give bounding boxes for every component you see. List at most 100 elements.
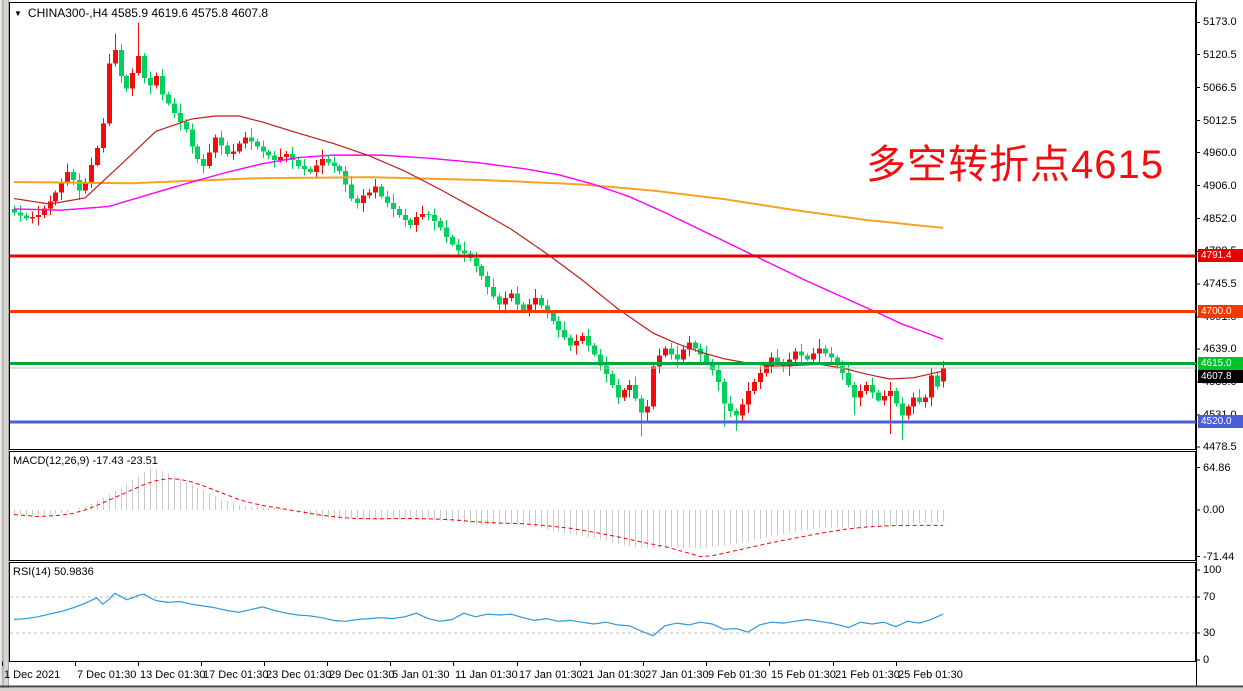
candle-body [308,169,313,173]
annotation-text: 多空转折点4615 [866,143,1164,187]
candle-body [36,215,41,217]
candle-body [101,123,106,148]
price-tick-label: 4745.5 [1203,277,1237,290]
candle-body [929,375,934,398]
rsi-tick-label: 0 [1203,654,1210,666]
price-level-badge: 4700.0 [1198,305,1243,319]
candle-body [835,357,840,366]
candle-body [18,212,23,216]
macd-pane [9,451,1196,561]
candle-body [385,196,390,203]
candle-body [420,213,425,217]
price-tick-label: 5012.5 [1203,114,1237,127]
candle-body [367,192,372,196]
candle-body [408,219,413,225]
candle-body [687,342,692,350]
candle-body [172,103,177,113]
candle-body [586,336,591,346]
candle-body [906,406,911,416]
candle-body [95,147,100,165]
candle-body [580,336,585,342]
candle-body [332,162,337,167]
candle-body [71,172,76,181]
candle-body [858,391,863,398]
candle-body [533,298,538,305]
rsi-tick-label: 100 [1203,564,1222,576]
time-tick-label: 29 Dec 01:30 [329,669,395,681]
candle-body [320,158,325,166]
candle-body [361,195,366,203]
time-tick-label: 5 Jan 01:30 [392,669,450,681]
candle-body [527,304,532,312]
time-tick-label: 15 Feb 01:30 [771,669,836,681]
candle-body [900,403,905,416]
candle-body [438,221,443,228]
candle-body [379,186,384,197]
symbol-dropdown-icon[interactable]: ▼ [14,9,22,18]
candle-body [645,406,650,413]
candle-body [592,345,597,355]
candle-body [616,385,621,398]
candle-body [178,112,183,123]
time-tick-label: 17 Dec 01:30 [203,669,269,681]
candle-body [59,183,64,193]
candle-body [391,202,396,209]
candle-body [450,237,455,245]
candle-body [805,355,810,360]
candle-body [444,227,449,238]
candle-body [675,354,680,360]
macd-tick-label: 0.00 [1203,504,1225,516]
candle-body [136,56,141,74]
candle-body [154,76,159,86]
price-tick-label: 5120.5 [1203,48,1237,61]
candle-body [462,250,467,254]
candle-body [201,158,206,167]
price-level-badge: 4520.0 [1198,415,1243,429]
candle-body [184,122,189,130]
candle-body [604,365,609,375]
window-edge [0,0,9,691]
candle-body [758,372,763,383]
candle-body [693,342,698,349]
macd-tick-label: 64.86 [1203,461,1231,474]
candle-body [752,382,757,392]
price-tick-label: 4906.0 [1203,179,1237,192]
candle-body [497,296,502,305]
rsi-tick-label: 30 [1203,627,1216,639]
price-tick-label: 5066.5 [1203,81,1237,94]
price-axis[interactable]: 5173.0 5120.5 5066.5 5012.5 4960.0 4906.0 4852… [1196,0,1243,691]
candle-body [669,348,674,355]
candle-body [639,398,644,413]
price-tick-label: 4960.0 [1203,146,1237,159]
candle-body [355,198,360,203]
candle-body [119,49,124,77]
candle-body [627,385,632,390]
candle-body [622,389,627,398]
candle-body [545,305,550,312]
window-bottom-strip [0,688,1243,691]
candle-body [77,180,82,191]
candle-body [479,265,484,277]
price-tick-label: 4639.0 [1203,343,1237,355]
candle-body [314,165,319,173]
time-tick-label: 25 Feb 01:30 [898,669,963,681]
candle-body [894,391,899,404]
candle-body [302,166,307,170]
candle-body [923,397,928,403]
candle-body [290,153,295,161]
candle-body [793,351,798,360]
time-axis[interactable]: 1 Dec 2021 7 Dec 01:30 13 Dec 01:30 17 Dec … [0,662,1243,686]
candle-body [113,49,118,64]
candle-body [911,397,916,407]
candle-body [651,366,656,407]
price-level-badge: 4615.0 [1198,357,1243,371]
price-tick-label: 4478.5 [1203,441,1237,454]
time-tick-label: 11 Jan 01:30 [455,669,518,681]
candle-body [160,76,165,95]
candle-body [485,276,490,288]
candle-body [272,155,277,161]
candle-body [568,337,573,346]
candle-body [89,164,94,183]
candle-body [521,304,526,312]
